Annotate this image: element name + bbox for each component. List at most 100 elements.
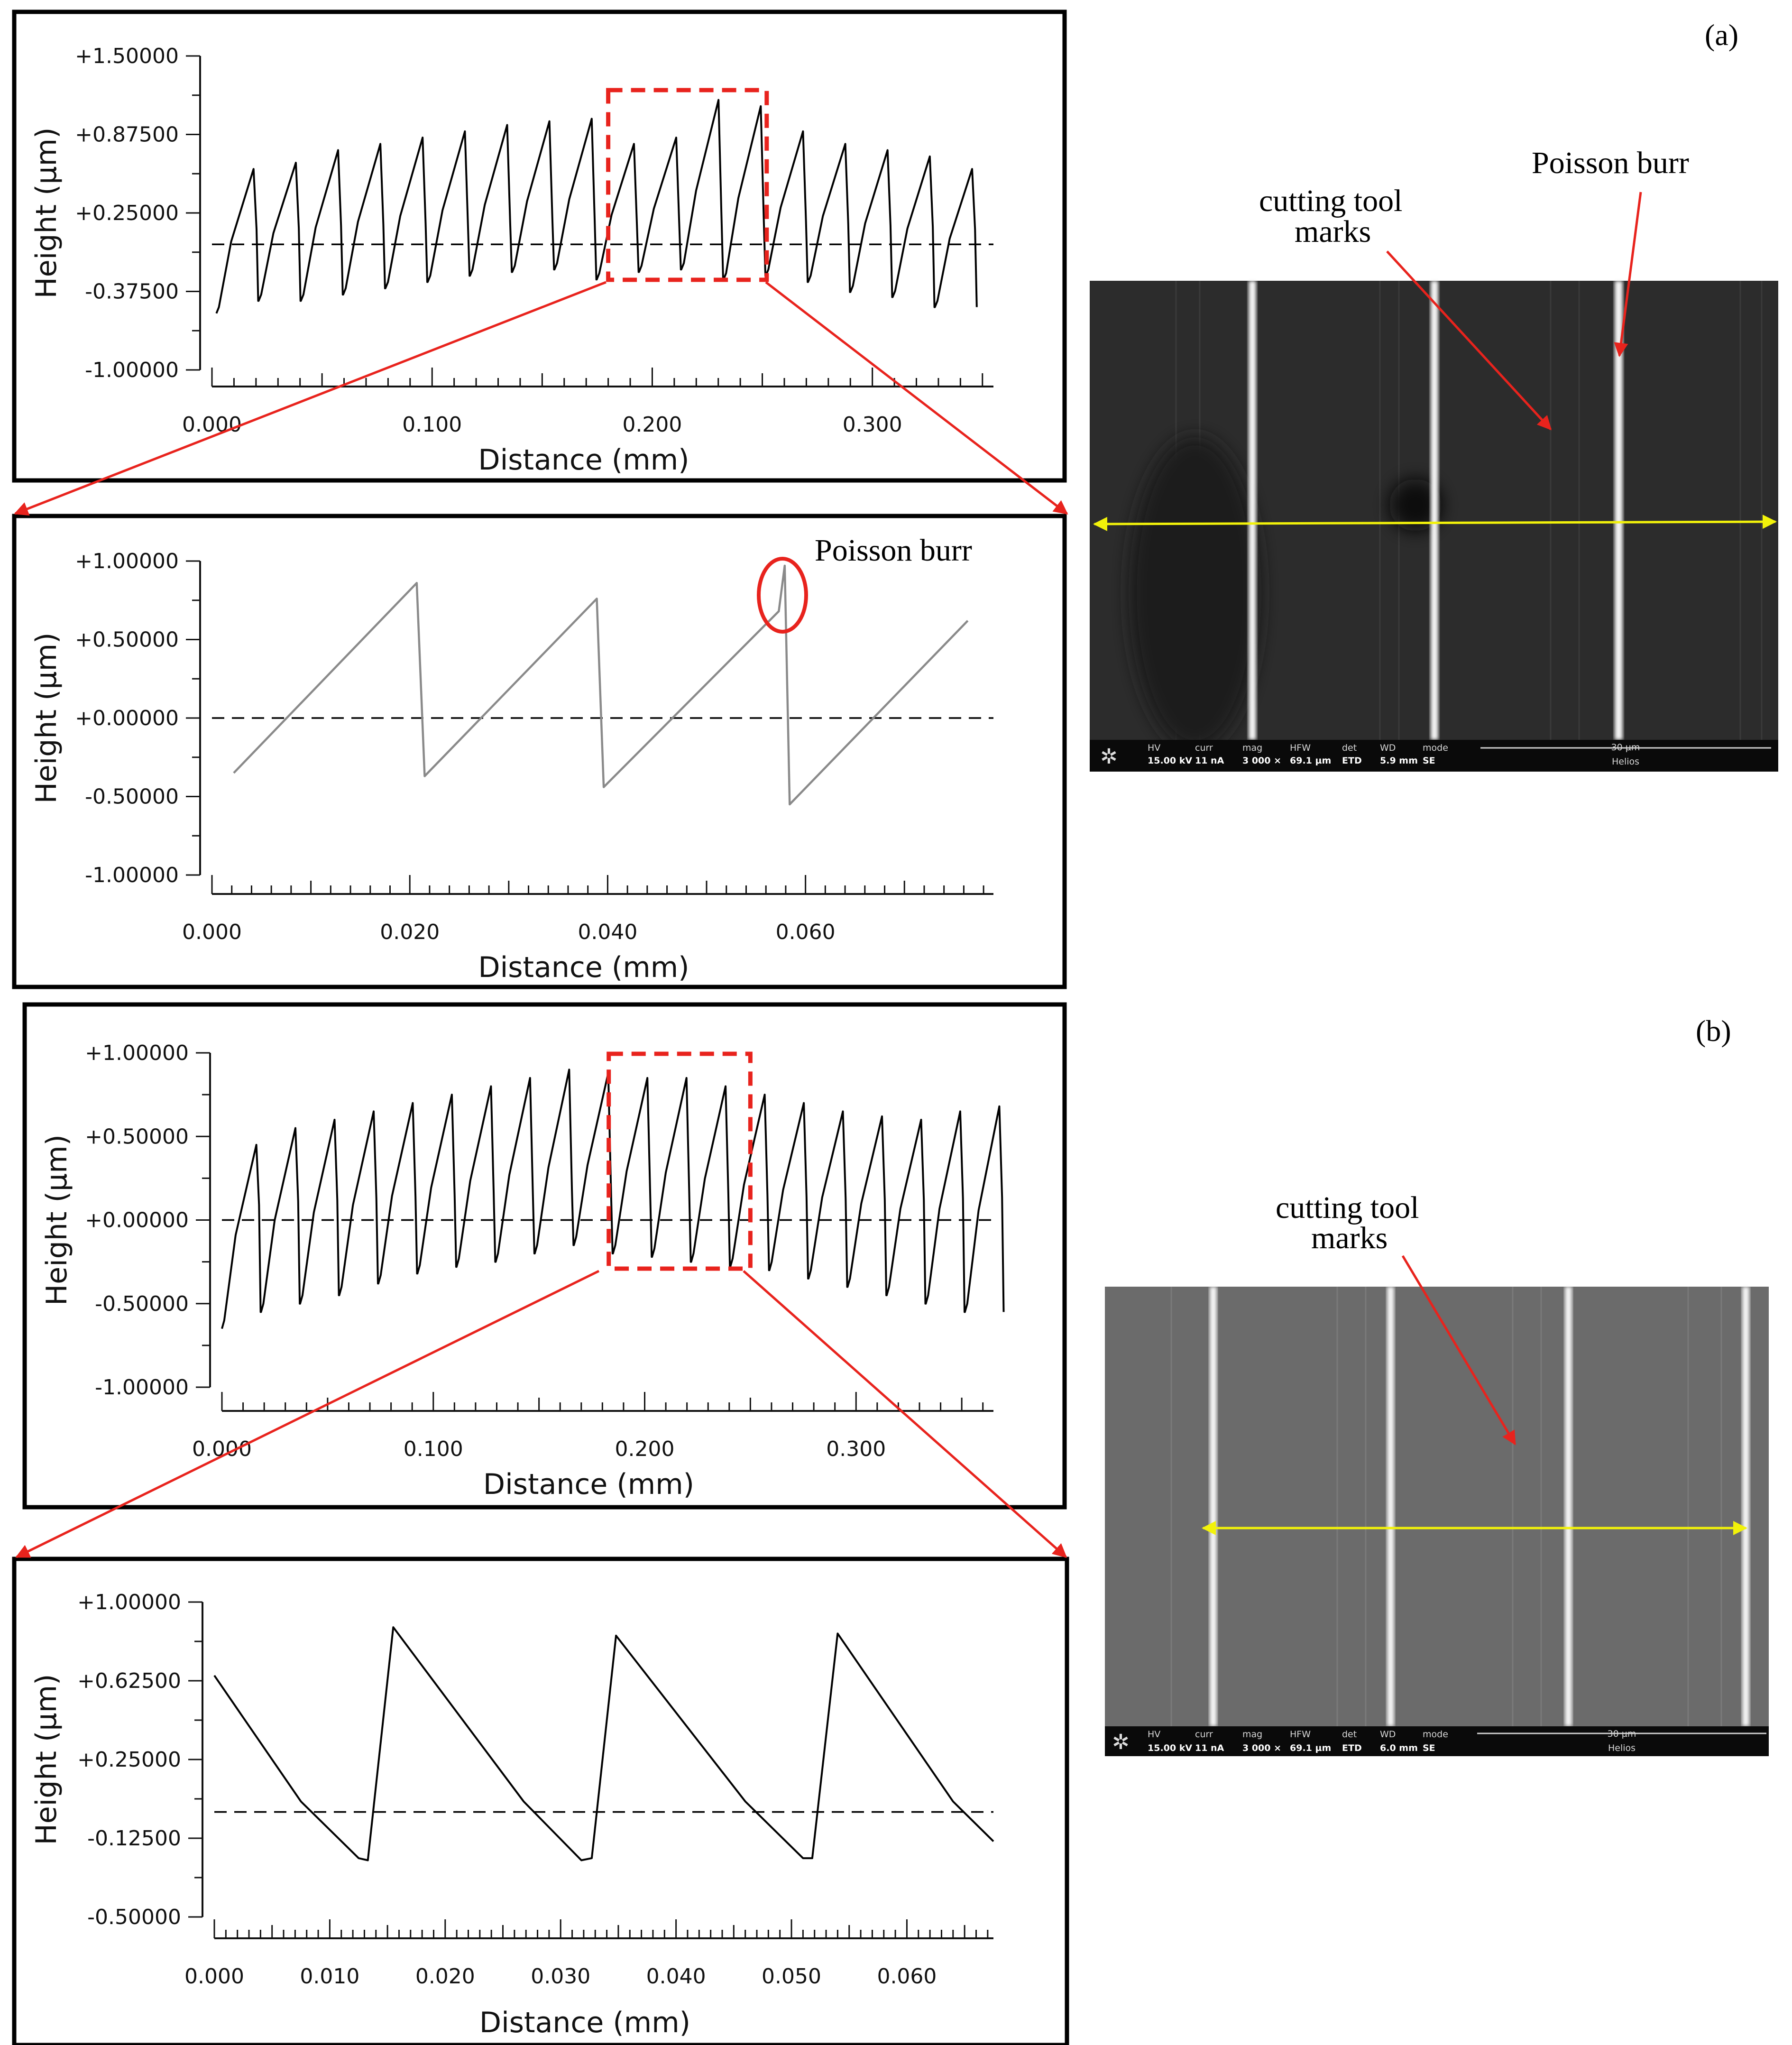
sem-field-value: 6.0 mm: [1380, 1743, 1418, 1753]
sem-field-label: WD: [1380, 1729, 1396, 1740]
sem-b-scale: 30 µm: [1608, 1729, 1636, 1739]
x-tick-label-b-zoom: 0.040: [646, 1964, 706, 1989]
cutting-marks-b-line1: cutting tool: [1276, 1190, 1419, 1225]
sem-field-value: 3 000 ×: [1242, 1743, 1281, 1753]
y-tick-label-b-overview: -1.00000: [95, 1375, 189, 1400]
x-tick-label-b-zoom: 0.010: [300, 1964, 359, 1989]
y-axis-label-a-zoom: Height (µm): [30, 633, 63, 804]
chart-a-zoom-frame: [12, 514, 1067, 989]
sem-b-background: [1105, 1287, 1769, 1756]
x-axis-label-a-overview: Distance (mm): [478, 443, 689, 477]
sem-field-label: curr: [1195, 1729, 1213, 1740]
y-axis-label-b-zoom: Height (µm): [30, 1674, 63, 1845]
sem-field-label: mag: [1242, 1729, 1262, 1740]
sem-field-value: 69.1 µm: [1290, 1743, 1331, 1753]
y-tick-label-a-overview: -0.37500: [85, 280, 179, 304]
sem-a-logo-icon: ✲: [1100, 745, 1118, 769]
sem-field-value: 15.00 kV: [1148, 755, 1192, 766]
sem-field-label: HV: [1148, 743, 1160, 753]
y-tick-label-b-overview: +0.00000: [85, 1208, 189, 1233]
x-tick-label-b-overview: 0.200: [615, 1437, 675, 1461]
sem-a-brand: Helios: [1612, 756, 1639, 767]
x-tick-label-b-zoom: 0.020: [415, 1964, 475, 1989]
y-tick-label-a-zoom: +0.00000: [75, 706, 179, 730]
x-tick-label-b-overview: 0.100: [404, 1437, 463, 1461]
sem-field-label: HFW: [1290, 743, 1311, 753]
sem-a-measure-arrow: [1093, 515, 1777, 531]
sem-field-value: 69.1 µm: [1290, 755, 1331, 766]
sem-field-value: SE: [1423, 1743, 1435, 1753]
sem-b-tool-marks: [1210, 1287, 1749, 1726]
sem-field-label: det: [1342, 743, 1357, 753]
sem-a-scale: 30 µm: [1611, 742, 1640, 753]
cutting-marks-b-arrow: [1401, 1255, 1516, 1446]
zoom-window-b-overview: [607, 1051, 753, 1271]
cutting-marks-a-line2: marks: [1295, 214, 1371, 249]
sem-field-value: 11 nA: [1195, 1743, 1224, 1753]
x-tick-label-a-overview: 0.300: [843, 413, 902, 437]
sem-field-label: HV: [1148, 1729, 1160, 1740]
sem-field-value: SE: [1423, 755, 1435, 766]
sem-field-value: 15.00 kV: [1148, 1743, 1192, 1753]
profile-line-b-zoom: [213, 1626, 994, 1861]
zoom-connector-b-left: [15, 1270, 600, 1558]
y-tick-label-a-overview: -1.00000: [85, 358, 179, 382]
x-tick-label-b-zoom: 0.000: [184, 1964, 244, 1989]
chart-b-zoom: +1.00000 +0.62500 +0.25000 -0.12500 -0.50000…: [12, 1557, 1069, 2045]
x-tick-label-a-overview: 0.200: [622, 413, 682, 437]
poisson-burr-sem-label: Poisson burr: [1532, 146, 1689, 180]
sem-b-texture: [1170, 1287, 1722, 1726]
chart-b-zoom-frame: [12, 1557, 1069, 2045]
sem-b-info-bar: [1105, 1726, 1769, 1756]
sem-field-label: WD: [1380, 743, 1396, 753]
y-axis-label-a-overview: Height (µm): [30, 128, 63, 299]
y-tick-label-b-zoom: -0.12500: [87, 1826, 181, 1851]
sem-a-tool-marks: [1249, 281, 1623, 740]
sem-field-value: 3 000 ×: [1242, 755, 1281, 766]
sem-b-brand: Helios: [1608, 1743, 1636, 1753]
x-tick-label-a-zoom: 0.060: [776, 920, 836, 944]
sem-field-value: ETD: [1342, 1743, 1362, 1753]
x-tick-label-a-overview: 0.100: [402, 413, 462, 437]
chart-a-overview-frame: [12, 9, 1067, 483]
poisson-burr-profile-label: Poisson burr: [815, 533, 972, 568]
panel-b-label: (b): [1696, 1014, 1731, 1048]
cutting-marks-b-line2: marks: [1311, 1221, 1388, 1255]
x-tick-label-b-zoom: 0.030: [531, 1964, 590, 1989]
x-axis-label-a-zoom: Distance (mm): [478, 951, 689, 984]
sem-field-value: 5.9 mm: [1380, 755, 1418, 766]
x-tick-label-b-overview: 0.300: [826, 1437, 886, 1461]
y-tick-label-a-zoom: -1.00000: [85, 863, 179, 887]
cutting-marks-a-arrow: [1386, 250, 1552, 431]
y-tick-label-a-zoom: +0.50000: [75, 628, 179, 652]
y-tick-label-a-zoom: -0.50000: [85, 785, 179, 809]
x-tick-label-a-zoom: 0.040: [578, 920, 637, 944]
sem-a-info-bar: [1090, 740, 1778, 772]
y-tick-label-b-overview: -0.50000: [95, 1292, 189, 1316]
chart-a-overview: +1.50000 +0.87500 +0.25000 -0.37500 -1.00000…: [12, 9, 1067, 483]
poisson-burr-circle: [757, 557, 808, 634]
chart-b-overview-frame: [22, 1002, 1067, 1510]
y-tick-label-b-overview: +1.00000: [85, 1041, 189, 1065]
profile-line-b-overview: [221, 1069, 1005, 1329]
y-tick-label-b-zoom: +0.62500: [77, 1669, 181, 1693]
y-tick-label-a-zoom: +1.00000: [75, 549, 179, 573]
chart-b-overview: +1.00000 +0.50000 +0.00000 -0.50000 -1.00000…: [22, 1002, 1067, 1510]
sem-field-label: det: [1342, 1729, 1357, 1740]
sem-field-label: mode: [1423, 1729, 1448, 1740]
profile-line-a-zoom: [233, 564, 969, 806]
y-tick-label-a-overview: +0.25000: [75, 201, 179, 225]
profile-line-a-overview: [215, 99, 978, 314]
cutting-marks-a-line1: cutting tool: [1259, 184, 1402, 218]
chart-a-zoom: +1.00000 +0.50000 +0.00000 -0.50000 -1.00000…: [12, 514, 1067, 989]
sem-field-label: HFW: [1290, 1729, 1311, 1740]
zoom-connectors: [14, 281, 1068, 1558]
y-tick-label-b-zoom: +0.25000: [77, 1748, 181, 1772]
sem-field-label: mag: [1242, 743, 1262, 753]
y-tick-label-a-overview: +0.87500: [75, 123, 179, 147]
y-tick-label-b-overview: +0.50000: [85, 1124, 189, 1149]
